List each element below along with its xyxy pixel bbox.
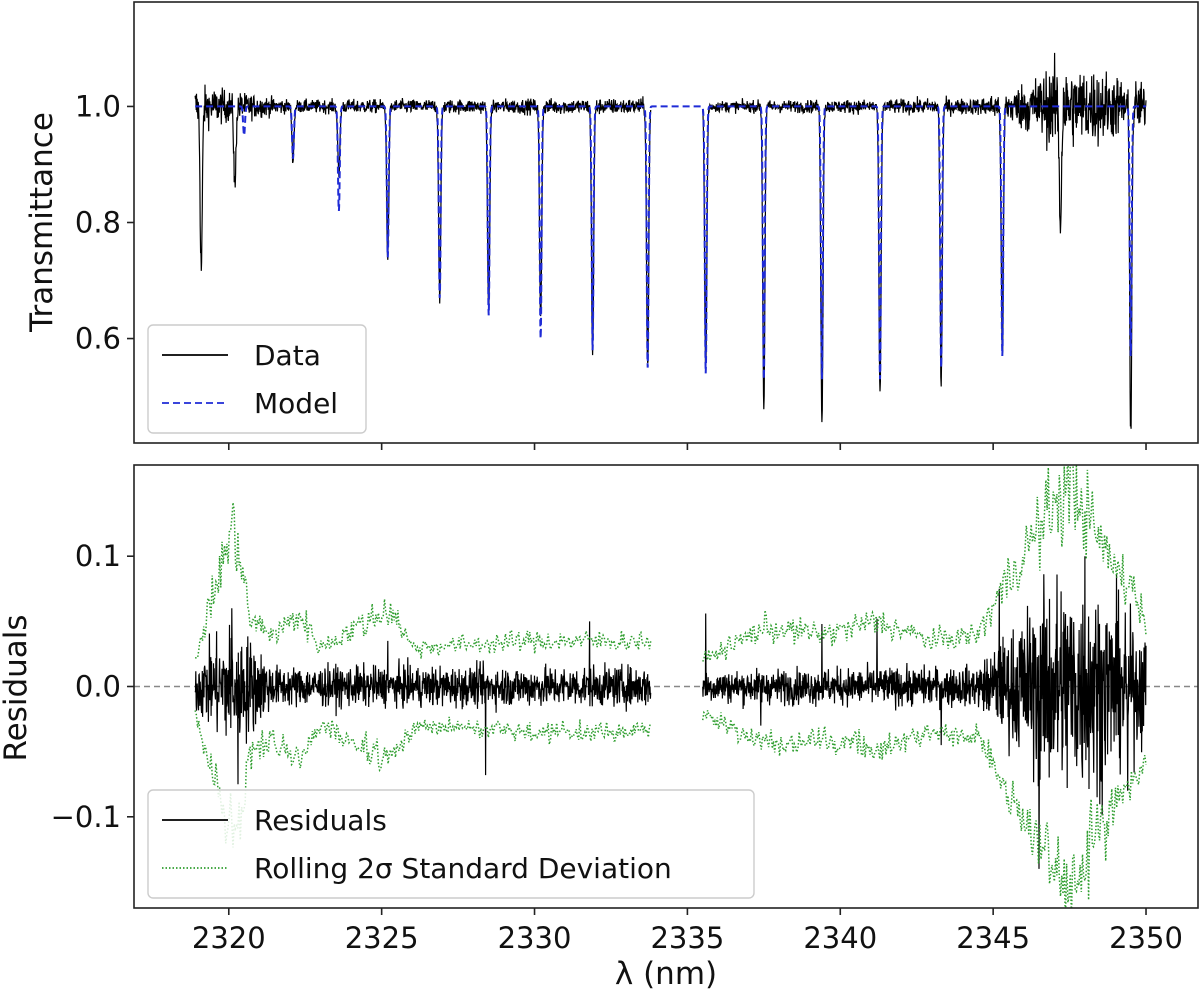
x-tick-label: 2320 <box>192 921 266 955</box>
bottom-y-tick-label: −0.1 <box>51 800 121 834</box>
rolling-std-upper-line <box>195 502 652 659</box>
x-tick-label: 2350 <box>1109 921 1183 955</box>
x-tick-label: 2330 <box>498 921 572 955</box>
legend-entry-label: Data <box>254 339 321 372</box>
bottom-y-tick-label: 0.0 <box>75 670 121 704</box>
top-y-axis-label: Transmittance <box>24 112 60 333</box>
x-axis-label: λ (nm) <box>615 956 717 992</box>
top-legend: Data Model <box>147 324 367 434</box>
legend-entry-label: Residuals <box>254 804 387 837</box>
bottom-y-axis-label: Residuals <box>0 614 34 761</box>
x-tick-label: 2345 <box>956 921 1030 955</box>
residuals-series-line <box>702 556 1147 869</box>
bottom-legend: Residuals Rolling 2σ Standard Deviation <box>147 789 755 899</box>
rolling-std-lower-line <box>701 710 1147 908</box>
residuals-series-line <box>194 608 652 785</box>
legend-entry-label: Model <box>254 387 338 420</box>
bottom-legend-box <box>147 789 755 899</box>
bottom-y-tick-label: 0.1 <box>75 539 121 573</box>
data-series-line <box>194 84 652 364</box>
x-tick-label: 2335 <box>650 921 724 955</box>
x-tick-label: 2325 <box>345 921 419 955</box>
residuals-panel: 2320 2325 2330 2335 2340 2345 2350 −0.1 0.0 0.1 R… <box>0 464 1199 992</box>
top-legend-box <box>147 324 367 434</box>
top-y-tick-label: 0.8 <box>75 206 121 240</box>
top-y-tick-label: 1.0 <box>75 89 121 123</box>
top-y-tick-label: 0.6 <box>75 322 121 356</box>
x-tick-label: 2340 <box>803 921 877 955</box>
data-series-line <box>702 52 1147 429</box>
rolling-std-upper-line <box>702 465 1147 662</box>
rolling-std-lower-line <box>194 710 652 848</box>
transmittance-panel: 0.6 0.8 1.0 Transmittance Data Model <box>24 1 1199 450</box>
model-series-line <box>195 105 1146 380</box>
legend-entry-label: Rolling 2σ Standard Deviation <box>254 852 672 885</box>
